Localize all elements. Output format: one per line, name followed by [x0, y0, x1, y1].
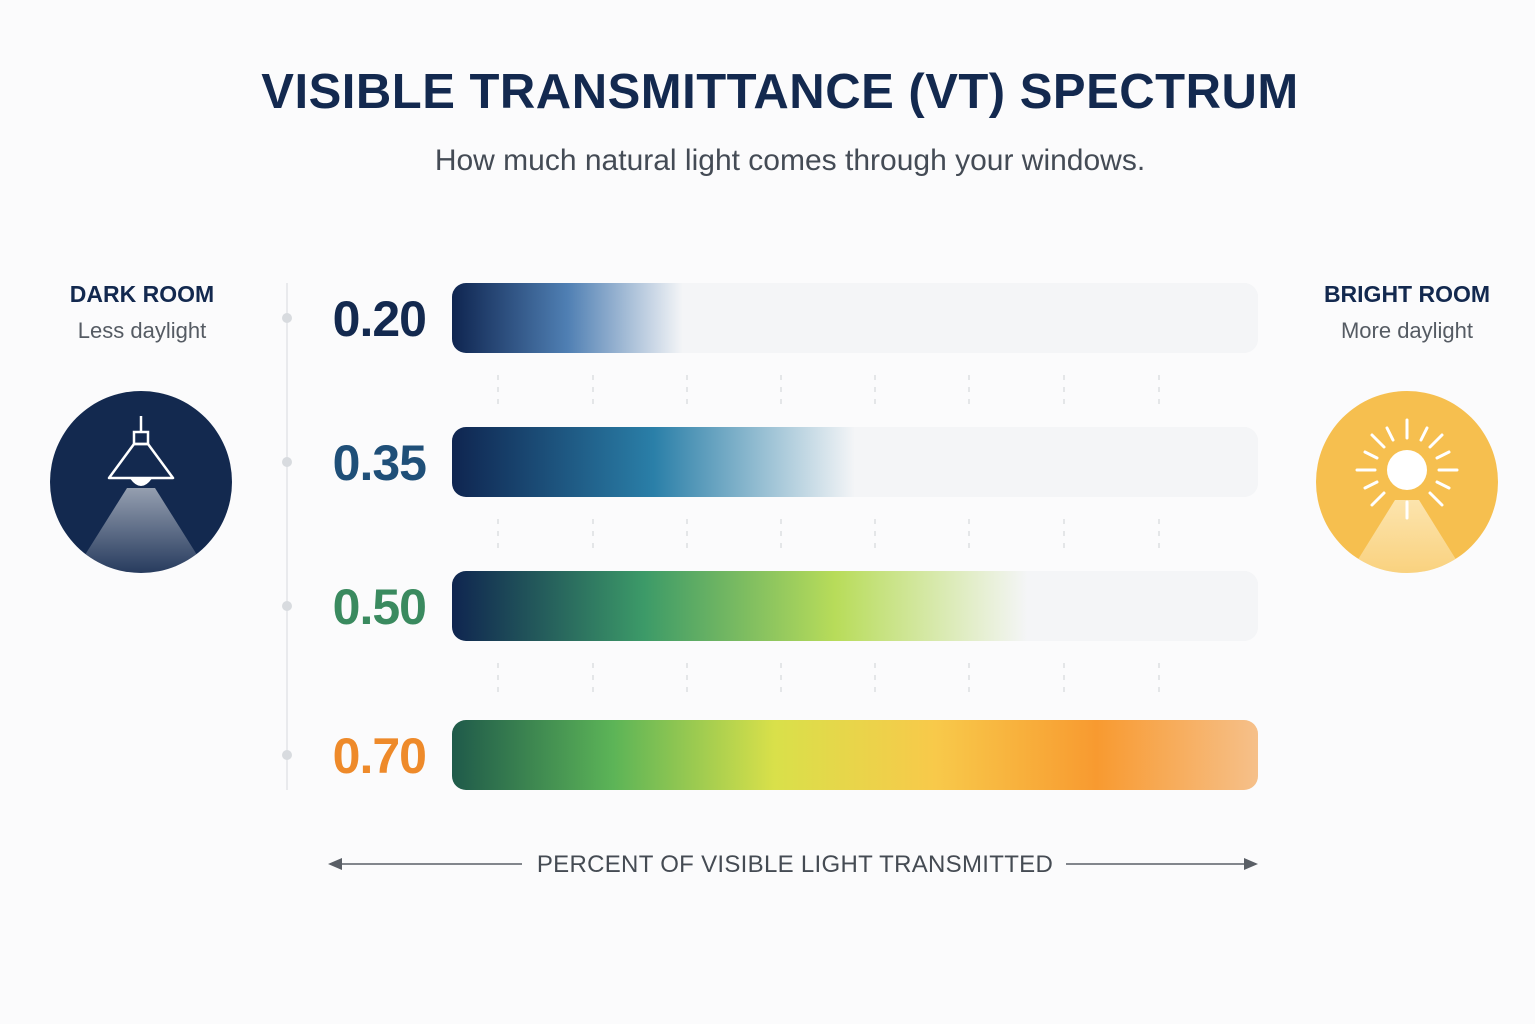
value-label-0.20: 0.20: [333, 291, 426, 347]
value-label-0.70: 0.70: [333, 728, 426, 784]
value-labels: 0.20 0.35 0.50 0.70: [333, 291, 428, 784]
bars: [452, 283, 1258, 790]
x-axis-label: PERCENT OF VISIBLE LIGHT TRANSMITTED: [536, 851, 1054, 878]
sun-icon: [1316, 391, 1498, 573]
gridlines: [282, 283, 1160, 790]
bar-0.35: [452, 427, 1258, 497]
arrow-left-icon: [328, 858, 342, 870]
row-marker: [282, 313, 292, 323]
bar-0.20: [452, 283, 1258, 353]
chart-subtitle: How much natural light comes through you…: [434, 144, 1146, 177]
bright-room-legend: BRIGHT ROOM More daylight: [1307, 281, 1507, 344]
value-label-0.50: 0.50: [333, 579, 426, 635]
bar-0.50: [452, 571, 1258, 641]
bright-room-subtext: More daylight: [1340, 318, 1474, 343]
dark-room-legend: DARK ROOM Less daylight: [42, 281, 242, 344]
value-label-0.35: 0.35: [333, 435, 427, 491]
pendant-lamp-icon: [50, 391, 232, 573]
row-marker: [282, 750, 292, 760]
arrow-right-icon: [1244, 858, 1258, 870]
chart-title: VISIBLE TRANSMITTANCE (VT) SPECTRUM: [261, 65, 1299, 119]
x-axis: [328, 858, 1258, 870]
dark-room-heading: DARK ROOM: [69, 281, 215, 307]
row-marker: [282, 601, 292, 611]
row-marker: [282, 457, 292, 467]
bright-room-heading: BRIGHT ROOM: [1323, 281, 1491, 307]
dark-room-subtext: Less daylight: [77, 318, 207, 343]
bar-0.70: [452, 720, 1258, 790]
